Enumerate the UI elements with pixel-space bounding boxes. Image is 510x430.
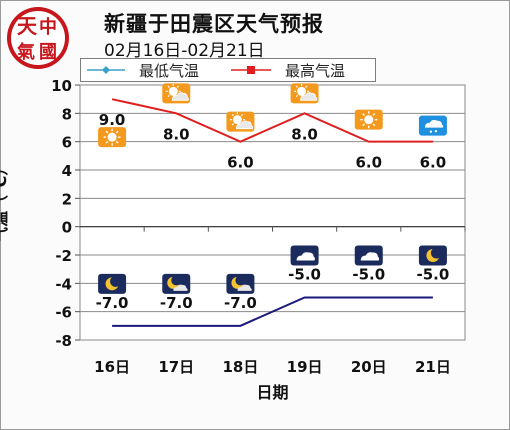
sun-disc bbox=[364, 115, 374, 125]
data-label-max: 6.0 bbox=[420, 154, 447, 172]
x-tick-label: 21日 bbox=[415, 358, 451, 376]
sun-ray bbox=[305, 85, 308, 88]
svg-text:氣: 氣 bbox=[17, 41, 35, 63]
sun-disc bbox=[297, 86, 307, 96]
y-tick-label: 6 bbox=[62, 134, 72, 152]
moon-shadow bbox=[110, 275, 122, 287]
sun-ray bbox=[295, 94, 299, 98]
y-tick-label: -6 bbox=[55, 304, 72, 322]
sunny-icon bbox=[98, 127, 127, 148]
legend-markers bbox=[87, 66, 271, 74]
y-tick-label: 4 bbox=[62, 162, 72, 180]
series-line-min bbox=[112, 296, 433, 327]
svg-text:中: 中 bbox=[39, 16, 57, 38]
cloud-shape bbox=[236, 120, 254, 130]
sun-disc bbox=[107, 132, 117, 142]
clear-night-icon bbox=[418, 245, 447, 266]
light-snow-icon bbox=[418, 115, 447, 136]
weather-logo: 天 中 氣 國 bbox=[7, 7, 69, 69]
sun-ray bbox=[240, 113, 244, 117]
svg-text:天: 天 bbox=[17, 14, 38, 38]
sun-disc bbox=[232, 115, 242, 125]
y-tick-label: 10 bbox=[51, 77, 72, 95]
clear-night-icon bbox=[98, 273, 127, 294]
moon-shadow bbox=[171, 275, 182, 286]
data-label-min: -5.0 bbox=[417, 266, 450, 284]
moon-shadow bbox=[235, 275, 246, 286]
data-label-min: -7.0 bbox=[96, 294, 129, 312]
sun-ray bbox=[362, 123, 366, 127]
y-axis-label: 气温（℃） bbox=[0, 160, 11, 243]
partly-cloudy-icon bbox=[290, 83, 319, 104]
series-line-max bbox=[111, 98, 433, 143]
y-tick-label: -2 bbox=[55, 247, 72, 265]
sun-ray bbox=[115, 140, 119, 144]
y-tick-label: 0 bbox=[62, 219, 72, 237]
cloud-shape bbox=[173, 284, 188, 291]
sun-ray bbox=[231, 123, 234, 126]
sun-disc bbox=[168, 86, 178, 96]
legend: 最低气温 最高气温 bbox=[80, 58, 376, 82]
y-tick-label: 8 bbox=[62, 105, 72, 123]
x-tick-label: 17日 bbox=[158, 358, 194, 376]
snowflake bbox=[434, 129, 438, 133]
chart-subtitle: 02月16日-02月21日 bbox=[104, 41, 265, 61]
cloud-shape bbox=[424, 120, 444, 128]
y-tick-label: 2 bbox=[62, 190, 72, 208]
snowflake bbox=[429, 130, 433, 133]
sunny-icon bbox=[354, 109, 383, 130]
data-label-min: -5.0 bbox=[288, 266, 321, 284]
x-tick-label: 20日 bbox=[351, 358, 387, 376]
y-tick-label: -4 bbox=[55, 275, 72, 293]
cloud-shape bbox=[300, 92, 318, 101]
legend-label-min: 最低气温 bbox=[139, 62, 200, 80]
data-label-max: 6.0 bbox=[355, 154, 382, 172]
overcast-icon bbox=[354, 245, 383, 266]
overcast-icon bbox=[290, 245, 319, 266]
x-axis-label: 日期 bbox=[256, 383, 288, 402]
cloudy-night-icon bbox=[226, 273, 255, 294]
x-tick-label: 18日 bbox=[222, 358, 258, 376]
sun-ray bbox=[115, 130, 119, 134]
sun-ray bbox=[372, 123, 376, 127]
moon-shadow bbox=[430, 247, 442, 259]
cloud-shape bbox=[296, 252, 315, 261]
data-label-max: 6.0 bbox=[227, 154, 254, 172]
data-label-min: -7.0 bbox=[160, 294, 193, 312]
partly-cloudy-icon bbox=[162, 83, 191, 104]
data-label-max: 9.0 bbox=[99, 111, 126, 129]
data-label-max: 8.0 bbox=[291, 125, 318, 143]
sun-ray bbox=[167, 85, 170, 88]
cloudy-night-icon bbox=[162, 273, 191, 294]
sun-ray bbox=[295, 85, 299, 88]
data-label-max: 8.0 bbox=[163, 125, 190, 143]
sun-ray bbox=[231, 113, 234, 117]
legend-label-max: 最高气温 bbox=[285, 62, 346, 80]
data-label-min: -7.0 bbox=[224, 294, 257, 312]
chart-title: 新疆于田震区天气预报 bbox=[104, 12, 324, 36]
sun-ray bbox=[167, 94, 170, 98]
sun-ray bbox=[362, 113, 366, 116]
y-tick-label: -8 bbox=[55, 332, 72, 350]
sun-ray bbox=[105, 140, 109, 144]
cloud-shape bbox=[237, 284, 252, 291]
x-tick-label: 19日 bbox=[287, 358, 323, 376]
sun-ray bbox=[105, 130, 109, 134]
cloud-shape bbox=[360, 252, 380, 261]
cloud-shape bbox=[171, 92, 189, 101]
sun-ray bbox=[372, 113, 376, 116]
x-tick-label: 16日 bbox=[94, 358, 130, 376]
data-label-min: -5.0 bbox=[352, 266, 385, 284]
partly-cloudy-icon bbox=[226, 111, 255, 132]
svg-text:國: 國 bbox=[39, 42, 57, 63]
plot-area bbox=[79, 84, 466, 341]
sun-ray bbox=[176, 85, 179, 88]
